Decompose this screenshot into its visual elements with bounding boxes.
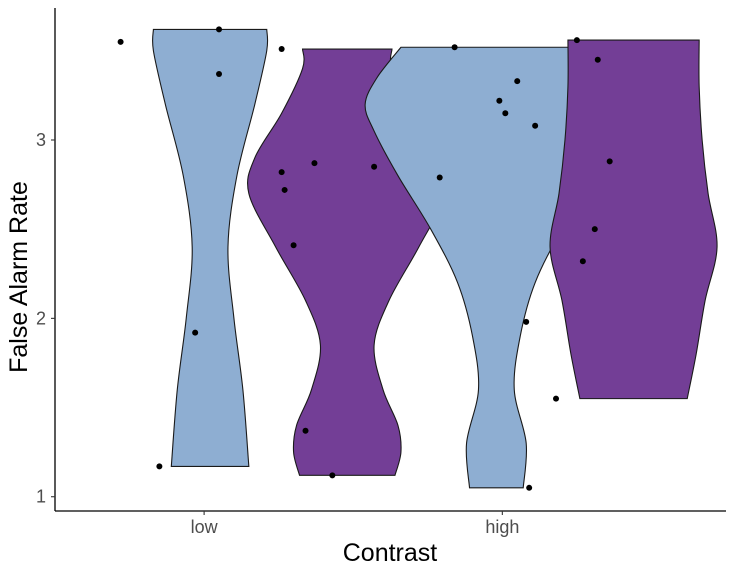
- data-point: [532, 122, 539, 129]
- violin-low-1: [151, 28, 269, 467]
- data-point: [311, 160, 318, 167]
- data-point: [156, 463, 163, 470]
- data-point: [281, 186, 288, 193]
- data-point: [579, 258, 586, 265]
- data-point: [451, 44, 458, 51]
- data-point: [329, 472, 336, 479]
- data-point: [594, 56, 601, 63]
- data-point: [591, 226, 598, 233]
- data-point: [216, 26, 223, 33]
- data-point: [216, 71, 223, 77]
- data-point: [278, 169, 285, 176]
- data-point: [553, 395, 560, 402]
- y-tick-label: 2: [36, 308, 46, 328]
- y-axis-ticks: 1 2 3: [36, 130, 55, 507]
- violin-high-2: [549, 39, 718, 400]
- data-point: [192, 329, 199, 336]
- data-point: [496, 97, 503, 104]
- violin-high-1: [364, 46, 629, 489]
- data-point: [606, 158, 613, 165]
- data-point: [526, 484, 533, 491]
- y-axis-title: False Alarm Rate: [5, 181, 33, 373]
- data-point: [436, 174, 443, 181]
- data-point: [371, 163, 378, 170]
- x-tick-label-high: high: [485, 517, 519, 537]
- x-tick-label-low: low: [191, 517, 219, 537]
- data-point: [302, 427, 309, 434]
- plot-area: [117, 26, 718, 491]
- data-point: [502, 110, 509, 117]
- data-point: [523, 318, 530, 325]
- x-axis-title: Contrast: [343, 539, 438, 567]
- data-point: [573, 37, 580, 44]
- y-tick-label: 3: [36, 130, 46, 150]
- data-point: [290, 242, 297, 249]
- x-axis-ticks: low high: [191, 511, 519, 537]
- y-tick-label: 1: [36, 487, 46, 507]
- data-point: [514, 78, 521, 85]
- data-point: [278, 46, 285, 53]
- data-point: [117, 38, 124, 45]
